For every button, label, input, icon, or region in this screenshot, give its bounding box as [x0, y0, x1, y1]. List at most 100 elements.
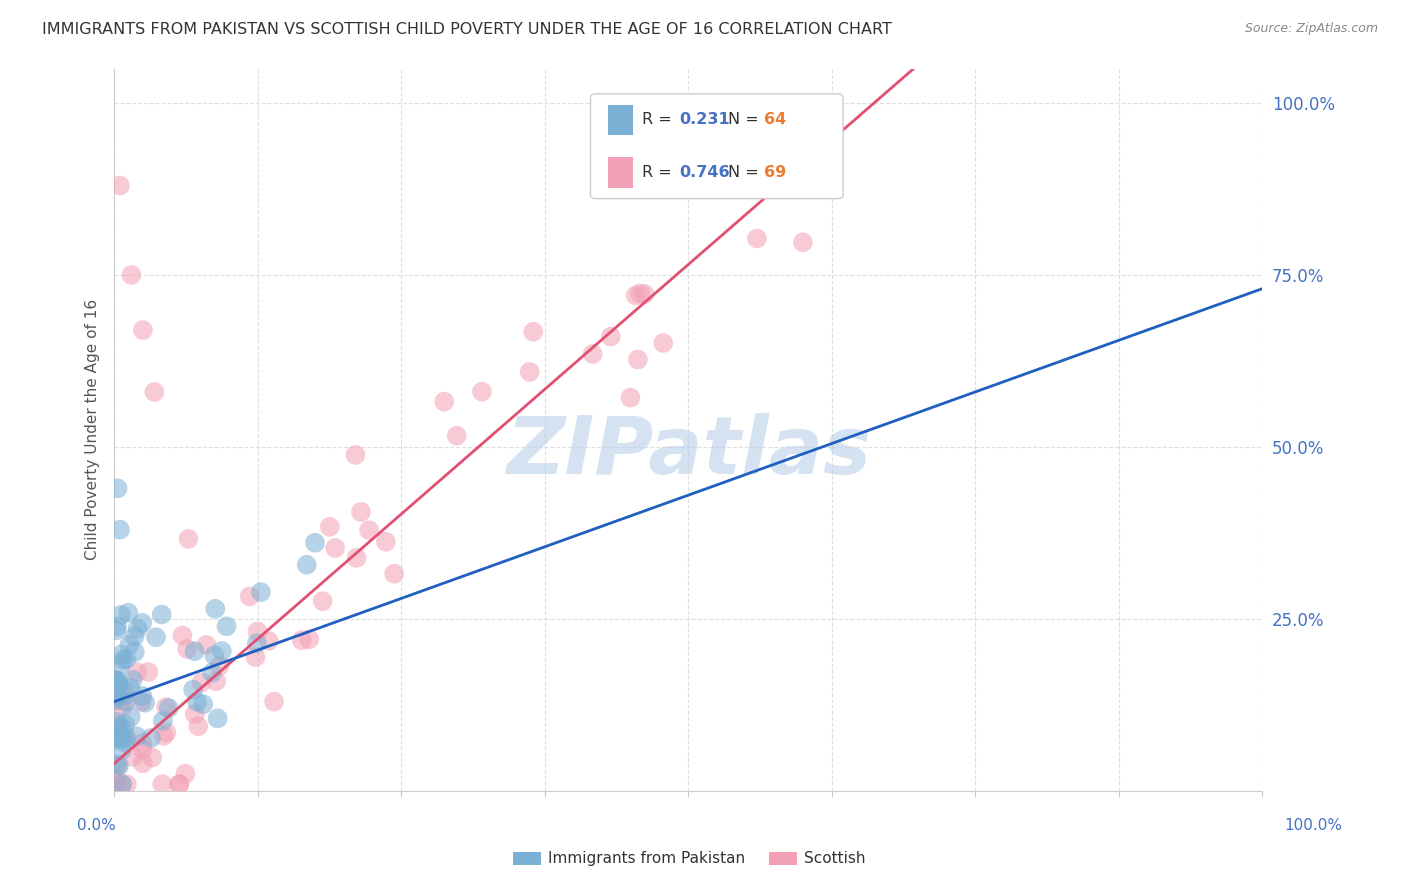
- Point: [134, 696, 156, 710]
- Point: [190, 675, 212, 690]
- Point: [239, 590, 262, 604]
- Point: [186, 695, 208, 709]
- Point: [139, 731, 162, 745]
- Point: [311, 594, 333, 608]
- Point: [124, 629, 146, 643]
- Point: [107, 717, 129, 731]
- Point: [114, 717, 136, 731]
- Point: [107, 481, 129, 495]
- Point: [319, 520, 342, 534]
- Point: [127, 622, 149, 636]
- Point: [107, 722, 129, 736]
- Point: [204, 602, 226, 616]
- Text: IMMIGRANTS FROM PAKISTAN VS SCOTTISH CHILD POVERTY UNDER THE AGE OF 16 CORRELATI: IMMIGRANTS FROM PAKISTAN VS SCOTTISH CHI…: [42, 22, 891, 37]
- Point: [136, 665, 159, 679]
- Point: [132, 323, 155, 337]
- Point: [250, 585, 273, 599]
- Point: [115, 730, 138, 744]
- Point: [350, 505, 373, 519]
- Point: [628, 286, 651, 301]
- Point: [152, 729, 174, 743]
- Point: [118, 638, 141, 652]
- Point: [104, 714, 127, 729]
- Text: Source: ZipAtlas.com: Source: ZipAtlas.com: [1244, 22, 1378, 36]
- Point: [183, 644, 205, 658]
- Point: [627, 352, 650, 367]
- Point: [169, 777, 191, 791]
- Point: [107, 676, 129, 690]
- Point: [114, 736, 136, 750]
- Point: [263, 695, 285, 709]
- Point: [155, 700, 177, 714]
- Bar: [769, 852, 797, 865]
- Point: [446, 428, 468, 442]
- Point: [177, 532, 200, 546]
- Point: [245, 650, 267, 665]
- Text: R =: R =: [643, 165, 678, 180]
- Point: [184, 707, 207, 722]
- Point: [104, 723, 127, 738]
- Point: [582, 347, 605, 361]
- Point: [107, 759, 129, 773]
- Point: [208, 658, 231, 673]
- Bar: [607, 104, 633, 135]
- Point: [619, 391, 641, 405]
- Point: [104, 731, 127, 745]
- Point: [291, 633, 314, 648]
- Point: [211, 644, 233, 658]
- Point: [107, 777, 129, 791]
- Point: [745, 231, 768, 245]
- Point: [346, 550, 368, 565]
- Point: [107, 679, 129, 693]
- Text: 64: 64: [763, 112, 786, 128]
- Point: [167, 777, 190, 791]
- Point: [304, 535, 326, 549]
- Point: [115, 731, 138, 746]
- Point: [122, 750, 145, 764]
- Point: [114, 688, 136, 702]
- Point: [174, 766, 197, 780]
- Point: [145, 630, 167, 644]
- Text: 0.746: 0.746: [679, 165, 730, 180]
- Point: [120, 681, 142, 695]
- Point: [111, 722, 134, 736]
- Point: [110, 728, 132, 742]
- Point: [111, 653, 134, 667]
- Point: [107, 719, 129, 733]
- Point: [125, 665, 148, 679]
- Point: [104, 673, 127, 688]
- Point: [104, 772, 127, 786]
- Y-axis label: Child Poverty Under the Age of 16: Child Poverty Under the Age of 16: [86, 300, 100, 560]
- Point: [624, 288, 647, 302]
- Point: [131, 615, 153, 630]
- Bar: [607, 157, 633, 187]
- Point: [652, 335, 675, 350]
- Point: [205, 674, 228, 689]
- Point: [150, 607, 173, 622]
- Point: [115, 695, 138, 709]
- Point: [110, 743, 132, 757]
- Point: [246, 636, 269, 650]
- Point: [125, 729, 148, 743]
- Text: ZIPatlas: ZIPatlas: [506, 412, 870, 491]
- Point: [298, 632, 321, 647]
- Point: [131, 736, 153, 750]
- Point: [634, 287, 657, 301]
- Point: [246, 624, 269, 639]
- Point: [110, 607, 132, 622]
- Point: [132, 756, 155, 771]
- Point: [105, 619, 128, 633]
- Text: N =: N =: [728, 112, 765, 128]
- Point: [108, 178, 131, 193]
- Point: [215, 619, 238, 633]
- Point: [111, 700, 134, 714]
- Point: [108, 523, 131, 537]
- Point: [522, 325, 544, 339]
- Point: [131, 695, 153, 709]
- Point: [359, 524, 381, 538]
- Point: [110, 731, 132, 746]
- Point: [157, 701, 180, 715]
- Point: [104, 777, 127, 791]
- Point: [115, 777, 138, 791]
- Point: [150, 777, 173, 791]
